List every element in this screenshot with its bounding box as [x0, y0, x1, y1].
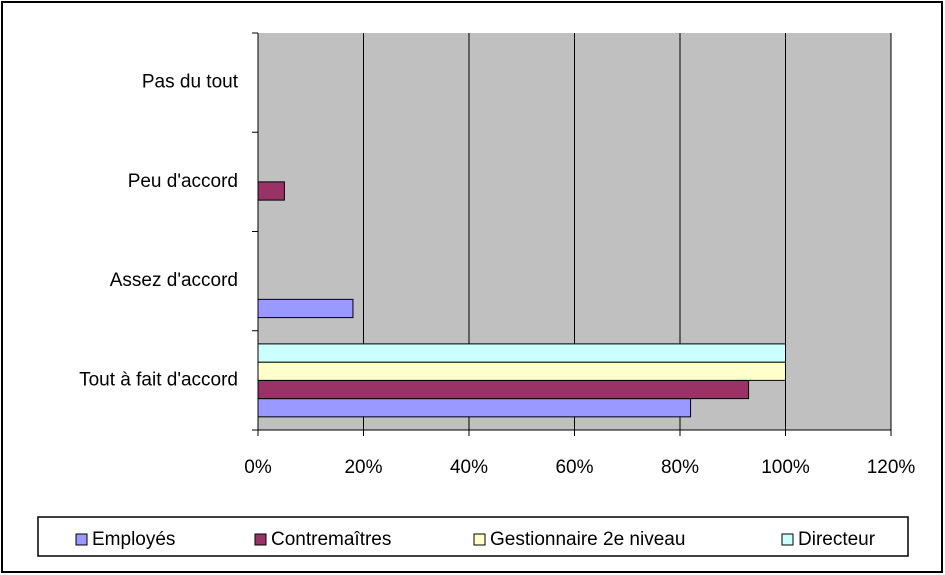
- legend-swatch: [473, 533, 486, 546]
- legend-label: Directeur: [798, 529, 876, 550]
- legend-swatch: [75, 533, 88, 546]
- bar: [257, 343, 786, 363]
- bar: [257, 379, 750, 400]
- legend-swatch: [254, 533, 267, 546]
- legend-swatch: [781, 533, 794, 546]
- x-tick-label: 40%: [450, 457, 488, 478]
- y-tick-label: Pas du tout: [142, 72, 239, 93]
- bar: [257, 361, 786, 381]
- x-tick-label: 0%: [244, 457, 272, 478]
- x-tick-label: 60%: [555, 457, 593, 478]
- x-tick-label: 80%: [661, 457, 699, 478]
- y-tick-label: Tout à fait d'accord: [79, 369, 238, 390]
- x-tick-label: 100%: [761, 457, 810, 478]
- bar: [257, 181, 285, 201]
- legend-label: Gestionnaire 2e niveau: [490, 529, 685, 550]
- x-tick-label: 120%: [867, 457, 916, 478]
- bar: [257, 298, 354, 319]
- y-tick-label: Peu d'accord: [128, 171, 238, 192]
- y-tick-label: Assez d'accord: [110, 270, 238, 291]
- legend-label: Employés: [92, 529, 175, 550]
- legend-label: Contremaîtres: [271, 529, 391, 550]
- x-tick-label: 20%: [344, 457, 382, 478]
- legend-box: [37, 516, 909, 557]
- bar: [257, 398, 692, 418]
